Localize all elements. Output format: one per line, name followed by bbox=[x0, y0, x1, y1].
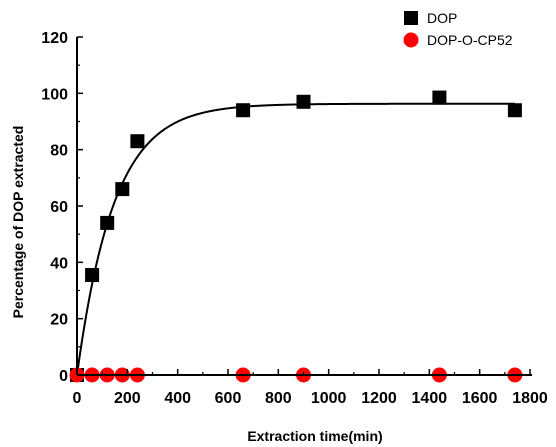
x-axis-title: Extraction time(min) bbox=[247, 428, 382, 444]
x-tick-label: 200 bbox=[114, 390, 141, 407]
x-tick-label: 400 bbox=[164, 390, 191, 407]
y-tick-label: 0 bbox=[59, 368, 68, 385]
legend-label: DOP-O-CP52 bbox=[427, 32, 513, 48]
x-tick-label: 600 bbox=[215, 390, 242, 407]
legend-label: DOP bbox=[427, 10, 457, 26]
legend: DOP DOP-O-CP52 bbox=[403, 10, 513, 48]
data-point-dop bbox=[100, 215, 115, 230]
y-axis-title: Percentage of DOP extracted bbox=[10, 126, 26, 319]
data-point-dop bbox=[507, 103, 522, 118]
y-tick-label: 60 bbox=[50, 199, 68, 216]
y-tick-label: 120 bbox=[41, 30, 68, 47]
legend-marker-dop-o-cp52 bbox=[403, 32, 419, 48]
data-point-dop bbox=[296, 94, 311, 109]
data-point-dop bbox=[432, 90, 447, 105]
axes: 0 200 400 600 800 1000 1200 1400 1600 1800 0 20 40 60… bbox=[41, 30, 548, 407]
data-point-dop bbox=[115, 182, 130, 197]
x-tick-label: 1800 bbox=[512, 390, 548, 407]
x-tick-label: 1200 bbox=[361, 390, 397, 407]
x-tick-label: 800 bbox=[265, 390, 292, 407]
legend-marker-dop bbox=[404, 11, 418, 25]
x-tick-label: 1000 bbox=[311, 390, 347, 407]
x-tick-label: 1600 bbox=[462, 390, 498, 407]
y-tick-label: 100 bbox=[41, 86, 68, 103]
x-tick-label: 0 bbox=[73, 390, 82, 407]
x-tick-label: 1400 bbox=[412, 390, 448, 407]
data-point-dop bbox=[85, 268, 100, 283]
data-point-dop bbox=[236, 103, 251, 118]
y-tick-label: 80 bbox=[50, 143, 68, 160]
y-tick-label: 40 bbox=[50, 255, 68, 272]
data-markers bbox=[69, 90, 523, 383]
y-tick-label: 20 bbox=[50, 312, 68, 329]
data-point-dop bbox=[130, 134, 145, 149]
